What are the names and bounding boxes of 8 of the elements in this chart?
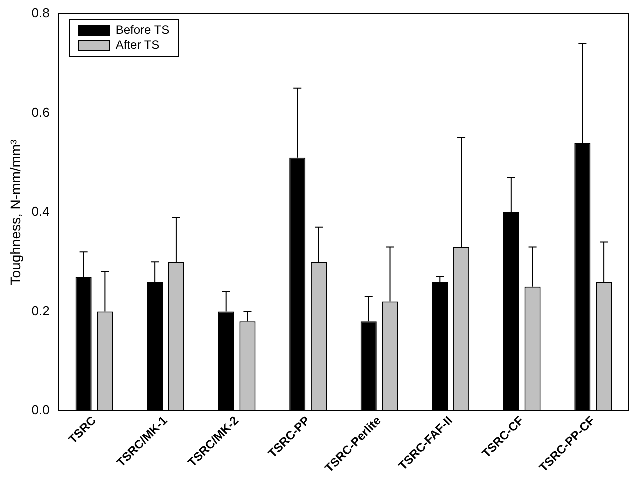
y-tick-label: 0.2 [32,303,50,318]
y-axis-title: Toughness, N-mm/mm³ [7,139,24,286]
y-tick-label: 0.6 [32,104,50,120]
y-tick-label: 0.8 [32,6,50,21]
legend-label: Before TS [116,23,170,38]
legend-label: After TS [116,38,160,53]
y-tick-label: 0.0 [32,402,50,418]
y-tick-label: 0.4 [32,204,50,220]
